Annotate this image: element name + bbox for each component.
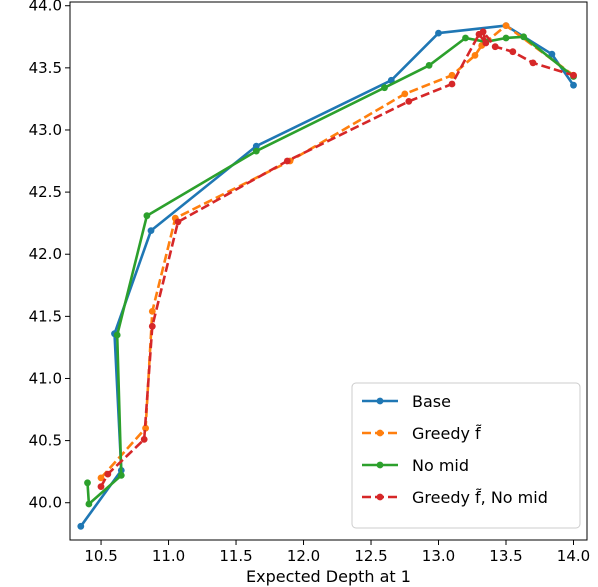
series-0-point <box>570 81 577 89</box>
series-3-point <box>448 80 456 88</box>
series-2 <box>84 33 577 508</box>
series-2-point <box>252 147 260 155</box>
series-3-point <box>529 59 537 67</box>
series-2-point <box>113 331 121 339</box>
x-tick-label: 14.0 <box>557 547 590 565</box>
series-1-point <box>148 308 156 315</box>
legend-label: Base <box>412 392 451 411</box>
legend-swatch-marker <box>376 493 384 501</box>
series-3-point <box>405 98 413 105</box>
series-3-point <box>479 28 487 36</box>
series-2-point <box>462 34 469 42</box>
series-3 <box>97 28 577 490</box>
series-2-point <box>425 62 433 69</box>
series-3-point <box>491 43 499 51</box>
y-tick-label: 43.0 <box>29 121 62 139</box>
series-3-point <box>570 71 577 79</box>
series-3-point <box>174 218 182 226</box>
series-2-point <box>143 212 151 220</box>
series-3-point <box>509 48 517 56</box>
y-tick-label: 40.5 <box>29 432 62 450</box>
series-3-point <box>97 483 105 490</box>
series-0-point <box>147 227 155 235</box>
y-tick-label: 41.5 <box>29 307 62 325</box>
legend-swatch-marker <box>376 397 384 405</box>
legend-label: No mid <box>412 456 469 475</box>
series-2-point <box>502 34 510 42</box>
series-2-point <box>520 33 527 41</box>
x-axis: 10.5 11.0 11.5 12.0 12.5 13.0 13.5 14.0 <box>84 540 590 565</box>
plot-series-layer <box>77 22 577 530</box>
series-1-point <box>448 71 456 79</box>
y-axis: 40.0 40.5 41.0 41.5 42.0 42.5 43.0 43.5 44.0 <box>29 0 70 512</box>
y-tick-label: 42.0 <box>29 245 62 263</box>
x-axis-title: Expected Depth at 1 <box>246 567 411 586</box>
legend: Base Greedy f̃ No mid Greedy f̃, No mid <box>351 382 581 529</box>
series-2-point <box>85 500 93 508</box>
legend-swatch-marker <box>376 461 384 469</box>
y-tick-label: 43.5 <box>29 59 62 77</box>
series-0-point <box>252 142 260 150</box>
series-0-point <box>435 29 442 37</box>
plot-frame <box>69 1 588 541</box>
series-3-point <box>104 470 112 478</box>
series-1-point <box>502 22 510 29</box>
legend-label: Greedy f̃ <box>412 424 482 443</box>
x-tick-label: 11.0 <box>152 547 185 565</box>
y-tick-label: 42.5 <box>29 183 62 201</box>
x-tick-label: 11.5 <box>219 547 252 565</box>
series-3-point <box>148 322 156 330</box>
x-tick-label: 12.0 <box>287 547 320 565</box>
x-tick-label: 13.5 <box>489 547 522 565</box>
x-tick-label: 13.0 <box>422 547 455 565</box>
series-1-point <box>97 474 105 482</box>
series-2-point <box>84 479 91 487</box>
series-0-point <box>548 50 556 58</box>
x-tick-label: 10.5 <box>84 547 117 565</box>
series-1-point <box>471 52 479 59</box>
x-tick-label: 12.5 <box>354 547 387 565</box>
series-1-point <box>401 90 409 98</box>
series-3-point <box>140 436 148 443</box>
series-0-point <box>77 522 85 530</box>
legend-box <box>351 382 581 529</box>
legend-label: Greedy f̃, No mid <box>412 488 548 507</box>
series-2-point <box>381 84 388 92</box>
series-3-point <box>283 157 291 165</box>
series-3-point <box>482 39 490 47</box>
y-tick-label: 41.0 <box>29 369 62 387</box>
legend-swatch-marker <box>376 429 384 437</box>
series-2-point <box>117 472 125 479</box>
y-tick-label: 40.0 <box>29 494 62 512</box>
y-tick-label: 44.0 <box>29 0 62 15</box>
